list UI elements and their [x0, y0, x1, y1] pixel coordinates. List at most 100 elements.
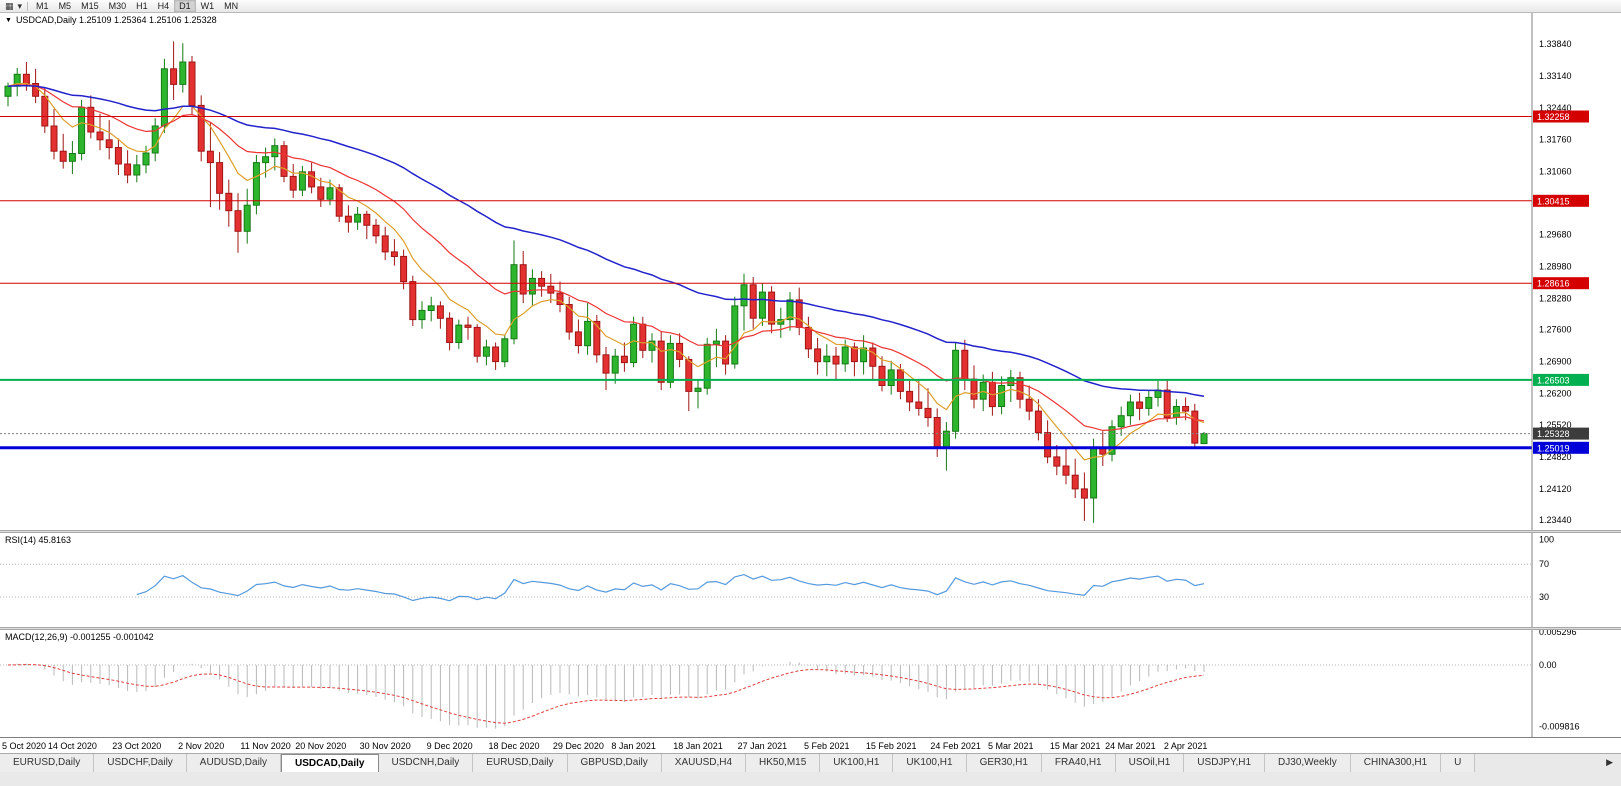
tab-ger30-h1[interactable]: GER30,H1 [966, 754, 1042, 772]
candle-down [372, 224, 380, 237]
candle-down [317, 186, 325, 200]
candle-up [952, 349, 960, 432]
date-label: 18 Dec 2020 [488, 741, 540, 751]
candle-down [961, 349, 969, 380]
candle-up [786, 299, 794, 321]
candle-down [565, 304, 573, 333]
tab-usdchf-daily[interactable]: USDCHF,Daily [94, 754, 187, 772]
date-label: 14 Oct 2020 [47, 741, 97, 751]
candle-up [179, 61, 187, 85]
date-label: 20 Nov 2020 [295, 741, 347, 751]
date-label: 30 Nov 2020 [359, 741, 411, 751]
price-axis-label: 1.33140 [1539, 71, 1572, 81]
candle-up [354, 213, 362, 223]
macd-label: MACD(12,26,9) -0.001255 -0.001042 [5, 632, 154, 642]
macd-svg: 0.005296 0.00 -0.009816 [0, 630, 1580, 737]
timeframe-button-MN[interactable]: MN [224, 1, 239, 11]
tab-usdjpy-h1[interactable]: USDJPY,H1 [1184, 754, 1266, 772]
candle-down [906, 390, 914, 403]
candle-up [160, 68, 168, 127]
candle-down [492, 346, 500, 363]
candle-down [970, 378, 978, 400]
candle-down [1062, 465, 1070, 476]
tab-usdcnh-daily[interactable]: USDCNH,Daily [378, 754, 474, 772]
tab-gbpusd-daily[interactable]: GBPUSD,Daily [567, 754, 662, 772]
panel-divider[interactable] [0, 530, 1621, 533]
timeframe-button-M1[interactable]: M1 [36, 1, 49, 11]
date-label: 11 Nov 2020 [240, 741, 291, 751]
candle-up [1117, 415, 1125, 428]
candle-up [731, 305, 739, 365]
tab-uk100-h1[interactable]: UK100,H1 [893, 754, 967, 772]
timeframe-button-M15[interactable]: M15 [81, 1, 99, 11]
candle-down [436, 305, 444, 319]
macd-axis-label: -0.009816 [1539, 722, 1580, 732]
date-label: 23 Oct 2020 [112, 741, 162, 751]
candle-down [1044, 432, 1052, 458]
panel-divider[interactable] [0, 627, 1621, 630]
tab-uk100-h1[interactable]: UK100,H1 [820, 754, 894, 772]
timeframe-button-M30[interactable]: M30 [108, 1, 127, 11]
tab-dj30-weekly[interactable]: DJ30,Weekly [1265, 754, 1351, 772]
candle-down [363, 213, 371, 226]
candle-up [1172, 406, 1180, 418]
date-label: 15 Feb 2021 [865, 741, 917, 751]
tab-usoil-h1[interactable]: USOil,H1 [1115, 754, 1185, 772]
candle-down [869, 347, 877, 367]
timeframe-button-D1[interactable]: D1 [174, 0, 196, 12]
candle-up [252, 162, 260, 206]
timeframe-button-H4[interactable]: H4 [157, 1, 170, 11]
tab-usdcad-daily[interactable]: USDCAD,Daily [281, 754, 379, 772]
candle-down [832, 355, 840, 365]
price-label-badge [1533, 194, 1589, 207]
rsi-axis-label: 30 [1539, 592, 1549, 602]
chart-title-text: USDCAD,Daily 1.25109 1.25364 1.25106 1.2… [15, 15, 217, 25]
candle-up [4, 85, 12, 97]
rsi-panel[interactable]: 100 70 30 RSI(14) 45.8163 [0, 533, 1621, 627]
candle-down [59, 150, 67, 162]
price-axis-label: 1.25520 [1539, 420, 1572, 430]
price-label-badge [1533, 441, 1589, 454]
main-chart-svg: 1.338401.331401.324401.317601.310601.303… [0, 13, 1589, 530]
tab-eurusd-daily[interactable]: EURUSD,Daily [0, 754, 95, 772]
main-chart-panel[interactable]: 1.338401.331401.324401.317601.310601.303… [0, 13, 1621, 530]
macd-panel[interactable]: 0.005296 0.00 -0.009816 MACD(12,26,9) -0.0… [0, 630, 1621, 737]
price-axis-label: 1.28280 [1539, 294, 1572, 304]
chart-dropdown-icon[interactable]: ▾ [17, 0, 23, 11]
timeframe-button-M5[interactable]: M5 [58, 1, 72, 11]
tab-eurusd-daily[interactable]: EURUSD,Daily [473, 754, 568, 772]
candle-down [795, 299, 803, 328]
price-label-text: 1.32258 [1537, 112, 1570, 122]
candle-down [446, 317, 454, 344]
candle-up [68, 153, 76, 162]
tab-hk50-m15[interactable]: HK50,M15 [746, 754, 821, 772]
candle-down [1053, 456, 1061, 467]
timeframe-button-H1[interactable]: H1 [136, 1, 148, 11]
candle-down [915, 401, 923, 409]
candle-down [602, 354, 610, 374]
price-axis-label: 1.32440 [1539, 103, 1572, 113]
tab-audusd-daily[interactable]: AUDUSD,Daily [186, 754, 282, 772]
candle-up [1145, 396, 1153, 409]
candle-down [1080, 488, 1088, 499]
tab-scroll-right-button[interactable]: ▶ [1606, 757, 1613, 767]
tab-xauusd-h4[interactable]: XAUUSD,H4 [661, 754, 747, 772]
price-label-text: 1.25328 [1537, 429, 1570, 439]
candle-up [584, 320, 592, 347]
date-label: 24 Mar 2021 [1105, 741, 1156, 751]
candle-up [887, 369, 895, 386]
timeframe-button-W1[interactable]: W1 [200, 1, 215, 11]
date-label: 9 Dec 2020 [426, 741, 473, 751]
chart-type-icon[interactable]: ▦ [5, 0, 14, 11]
date-label: 27 Jan 2021 [737, 741, 788, 751]
price-axis-label: 1.29680 [1539, 229, 1572, 239]
tab-u[interactable]: U [1441, 754, 1476, 772]
candle-up [1007, 377, 1015, 387]
candle-down [390, 251, 398, 257]
candle-down [105, 139, 113, 149]
date-axis[interactable]: 5 Oct 2020 14 Oct 2020 23 Oct 2020 2 Nov 20… [0, 737, 1621, 753]
tab-fra40-h1[interactable]: FRA40,H1 [1041, 754, 1116, 772]
symbol-marker-icon: ▼ [5, 16, 12, 24]
tab-china300-h1[interactable]: CHINA300,H1 [1350, 754, 1442, 772]
candle-up [1126, 401, 1134, 417]
